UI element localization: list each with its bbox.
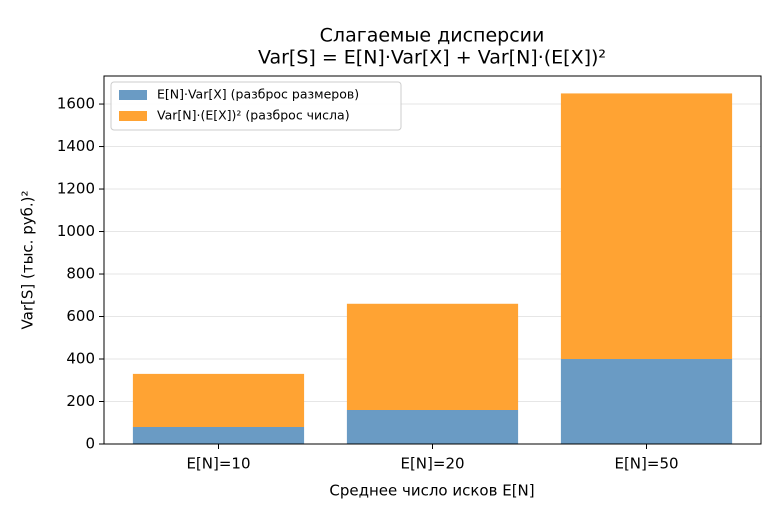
y-tick-label: 1000 (57, 222, 95, 240)
legend-swatch (119, 111, 147, 121)
legend-box (110, 81, 402, 131)
bar-segment (132, 427, 305, 444)
x-tick-label: E[N]=20 (400, 455, 464, 473)
y-tick-label: 800 (66, 265, 95, 283)
bar-segment (560, 93, 733, 360)
chart-title: Слагаемые дисперсии (320, 25, 545, 47)
x-tick-label: E[N]=50 (614, 455, 678, 473)
legend-label: E[N]·Var[X] (разброс размеров) (157, 87, 359, 102)
y-tick-label: 1600 (57, 95, 95, 113)
y-tick-label: 0 (85, 435, 95, 453)
y-tick-label: 400 (66, 350, 95, 368)
chart-subtitle: Var[S] = E[N]·Var[X] + Var[N]·(E[X])² (258, 47, 606, 69)
x-tick-label: E[N]=10 (186, 455, 250, 473)
legend-label: Var[N]·(E[X])² (разброс числа) (157, 108, 350, 123)
y-axis-label: Var[S] (тыс. руб.)² (19, 191, 37, 330)
y-tick-label: 1200 (57, 180, 95, 198)
bar-segment (132, 373, 305, 428)
plot-frame (103, 75, 762, 445)
x-axis-label: Среднее число исков E[N] (329, 482, 534, 500)
legend-swatch (119, 90, 147, 100)
y-tick-label: 200 (66, 392, 95, 410)
bar-segment (346, 303, 519, 411)
bar-segment (560, 359, 733, 444)
y-tick-label: 600 (66, 307, 95, 325)
y-tick-label: 1400 (57, 137, 95, 155)
bar-segment (346, 410, 519, 444)
